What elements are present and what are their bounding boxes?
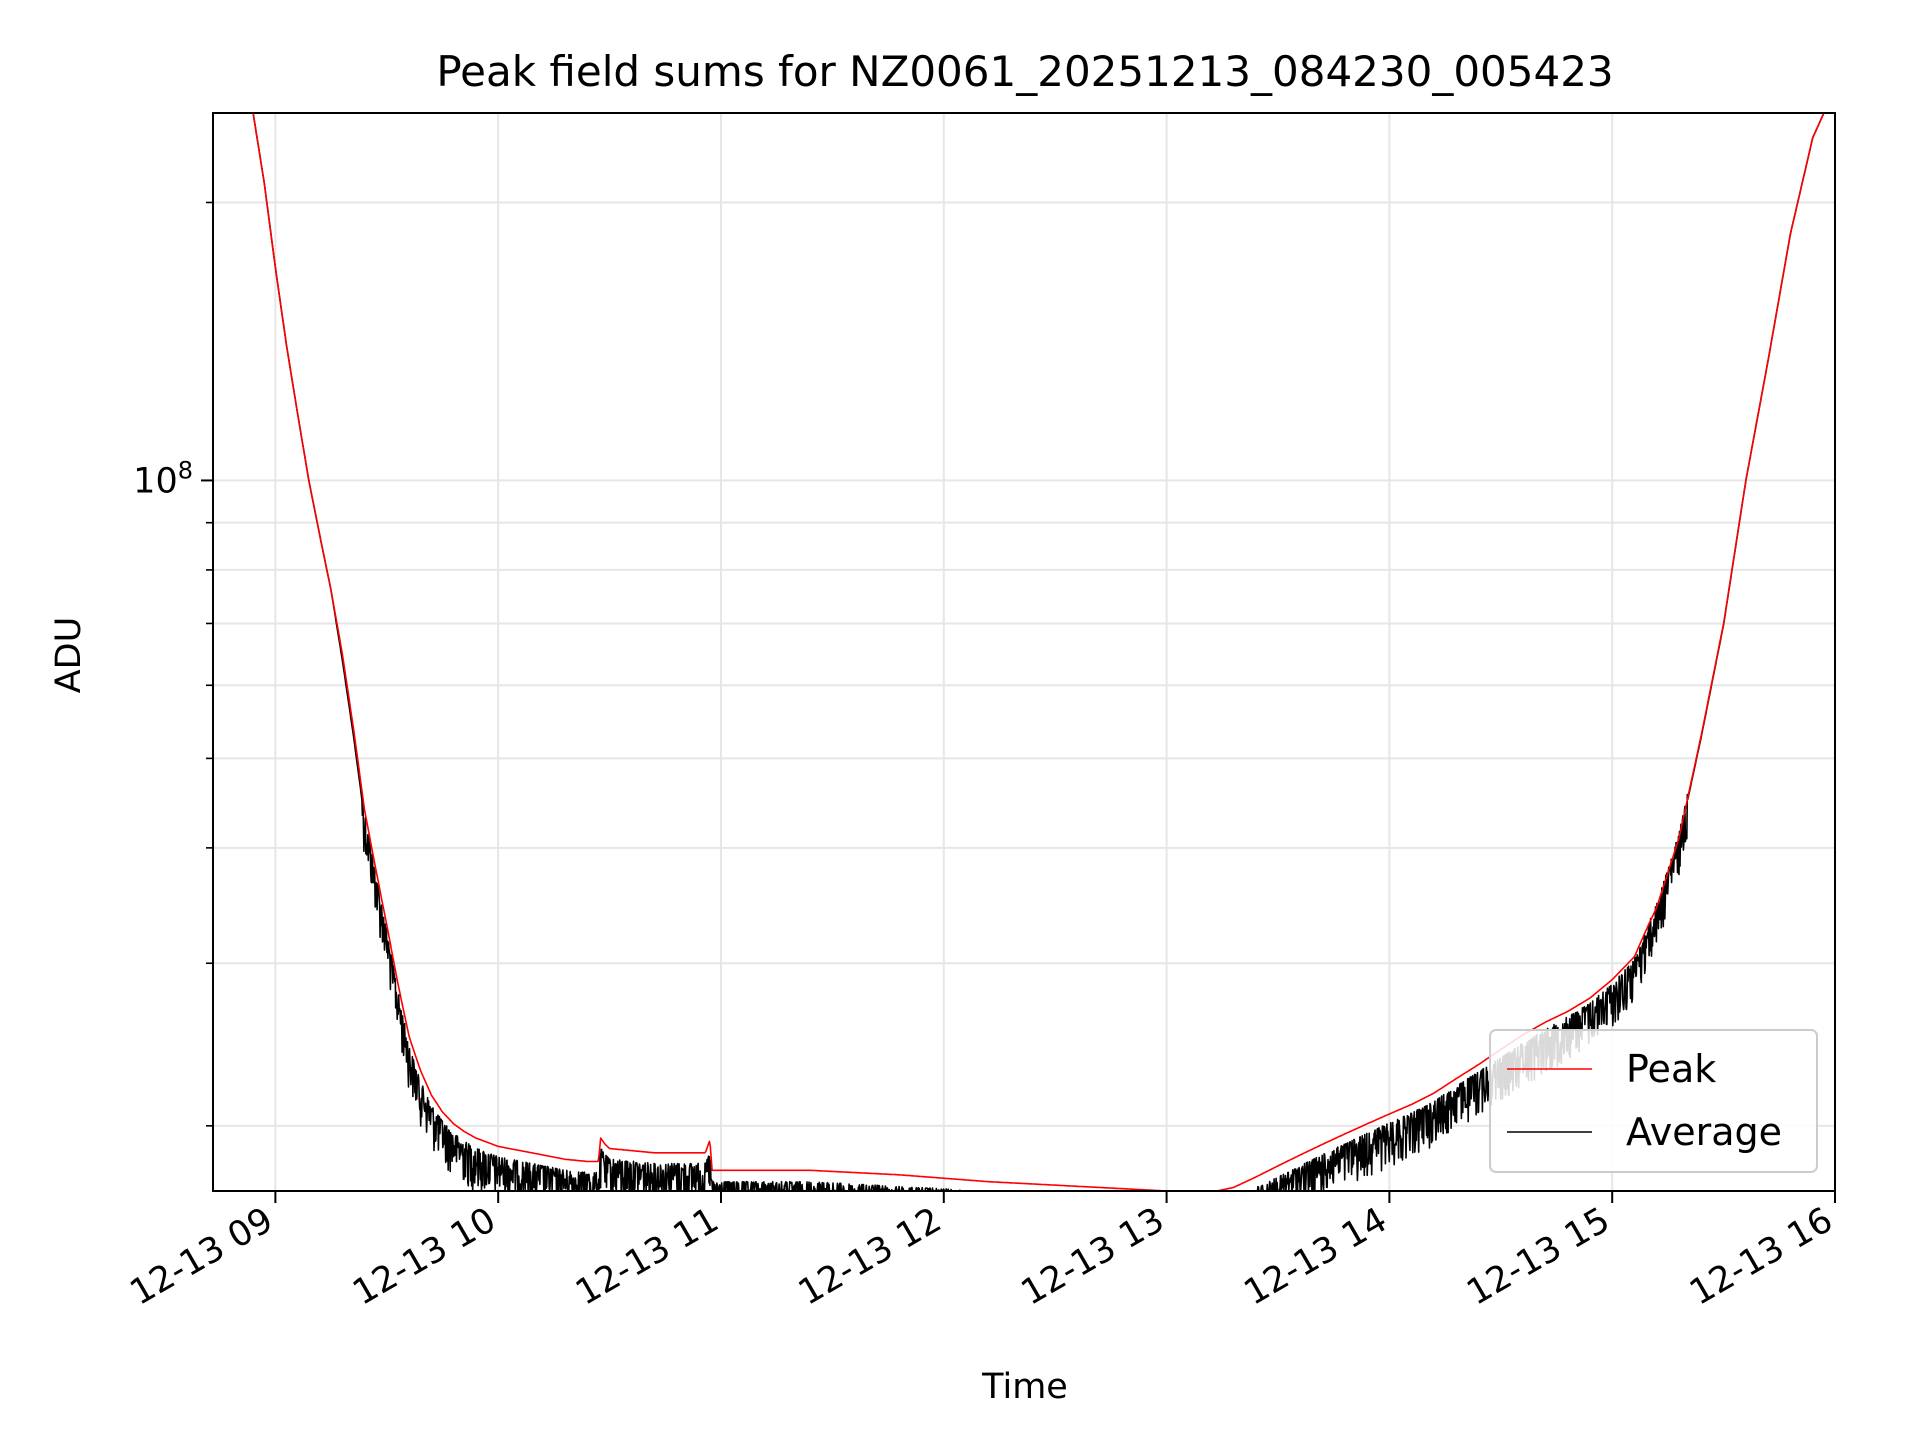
legend-average-label: Average [1626, 1110, 1782, 1154]
y-tick-label: 108 [133, 456, 193, 501]
legend-frame [1489, 1029, 1818, 1173]
y-axis-label: ADU [49, 617, 89, 694]
chart-title: Peak field sums for NZ0061_20251213_0842… [436, 47, 1613, 96]
grid [213, 113, 1836, 1191]
plot-frame [212, 112, 1836, 1192]
series-line-peak [252, 112, 1825, 1192]
legend-peak-label: Peak [1626, 1047, 1716, 1091]
x-axis-label: Time [981, 1367, 1068, 1407]
legend: Peak Average [1489, 1029, 1818, 1173]
